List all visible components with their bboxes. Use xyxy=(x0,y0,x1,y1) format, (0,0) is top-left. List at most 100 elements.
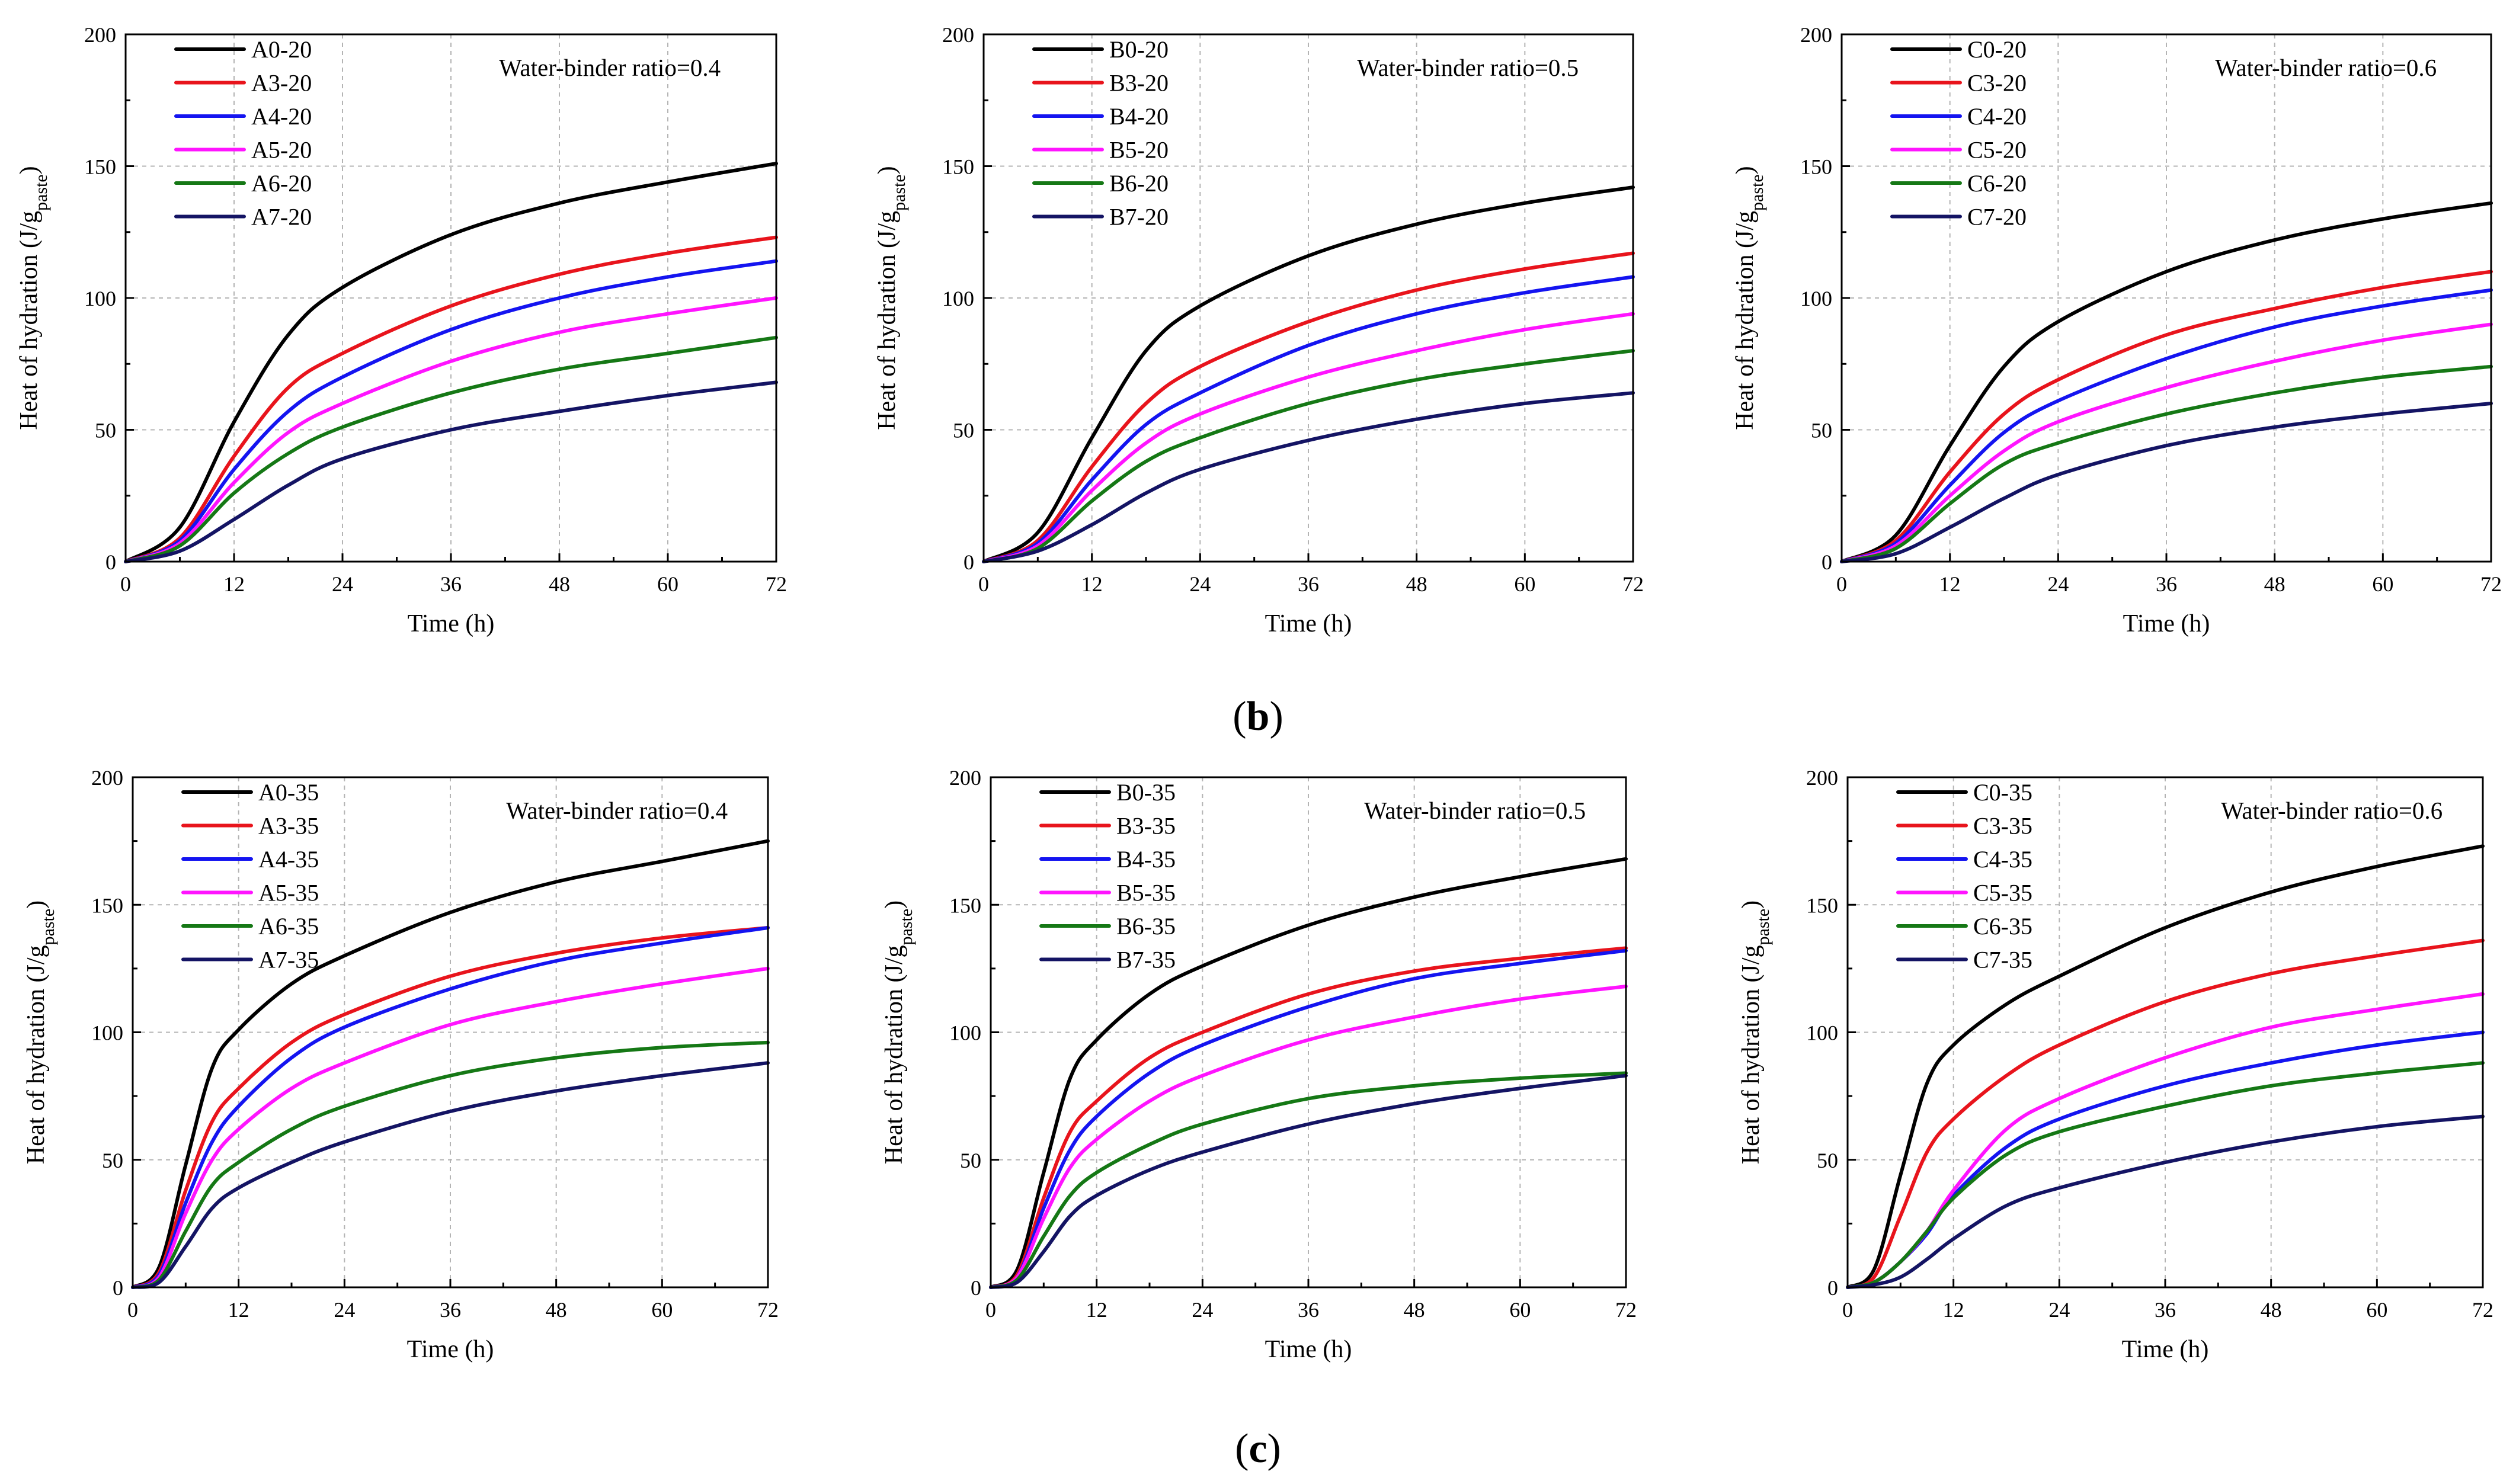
legend-label-a4-20: A4-20 xyxy=(251,103,312,130)
y-tick-label: 150 xyxy=(84,155,116,179)
legend-label-c5-35: C5-35 xyxy=(1973,880,2032,906)
x-tick-label: 36 xyxy=(2155,1298,2176,1322)
y-axis-title-subscript: paste xyxy=(1747,174,1767,211)
y-axis-title-close: ) xyxy=(881,900,908,909)
y-tick-label: 200 xyxy=(942,23,974,47)
legend-label-c6-20: C6-20 xyxy=(1967,170,2027,197)
y-tick-label: 150 xyxy=(91,893,123,917)
y-tick-label: 100 xyxy=(1800,287,1832,310)
x-tick-label: 12 xyxy=(1086,1298,1107,1322)
series-line-a7-20 xyxy=(124,380,778,563)
legend-label-b4-20: B4-20 xyxy=(1109,103,1169,130)
legend-label-b3-35: B3-35 xyxy=(1116,813,1176,839)
y-tick-label: 150 xyxy=(942,155,974,179)
y-tick-label: 0 xyxy=(971,1276,981,1300)
y-axis-title-subscript: paste xyxy=(39,909,58,945)
water-binder-ratio-annotation: Water-binder ratio=0.5 xyxy=(1364,797,1586,824)
x-tick-label: 72 xyxy=(757,1298,779,1322)
legend-label-a0-35: A0-35 xyxy=(258,779,319,806)
series-line-c6-35 xyxy=(1846,1061,2485,1289)
x-tick-label: 24 xyxy=(1192,1298,1213,1322)
y-axis-title-close: ) xyxy=(1737,900,1765,909)
legend: C0-35 C3-35 C4-35 C5-35 C6-35 C7-35 xyxy=(1896,779,2032,973)
series-line-a3-35 xyxy=(131,926,770,1289)
x-axis-title: Time (h) xyxy=(2123,610,2210,637)
water-binder-ratio-annotation: Water-binder ratio=0.5 xyxy=(1357,54,1579,81)
x-tick-label: 12 xyxy=(1939,572,1961,596)
series-line-a4-20 xyxy=(124,259,778,563)
x-axis-title: Time (h) xyxy=(2122,1336,2209,1363)
series-line-a0-20 xyxy=(124,162,778,563)
x-tick-label: 12 xyxy=(1943,1298,1964,1322)
legend-label-a4-35: A4-35 xyxy=(258,846,319,873)
chart-panel-6: 0 12 24 36 48 60 72 0 50 100 150 200 Time (h) Heat of… xyxy=(1737,766,2493,1363)
y-tick-label: 50 xyxy=(953,419,974,443)
series-line-a0-35 xyxy=(131,839,770,1289)
y-tick-label: 200 xyxy=(949,766,981,790)
legend-label-a3-20: A3-20 xyxy=(251,70,312,97)
x-axis-title: Time (h) xyxy=(408,610,495,637)
y-axis-title-main: Heat of hydration (J/g xyxy=(873,211,901,430)
series-line-c7-35 xyxy=(1846,1114,2485,1289)
series-line-b3-20 xyxy=(982,251,1635,563)
chart-panel-5: 0 12 24 36 48 60 72 0 50 100 150 200 Time (h) Heat of… xyxy=(881,766,1637,1363)
x-tick-label: 72 xyxy=(766,572,787,596)
series-line-b0-20 xyxy=(982,185,1635,563)
y-axis-title: Heat of hydration (J/gpaste) xyxy=(873,166,909,430)
x-axis-title: Time (h) xyxy=(1265,610,1352,637)
x-tick-label: 36 xyxy=(1298,1298,1319,1322)
y-axis-title-main: Heat of hydration (J/g xyxy=(1731,211,1759,430)
x-tick-label: 36 xyxy=(440,1298,461,1322)
x-tick-label: 48 xyxy=(546,1298,567,1322)
caption-c: (c) xyxy=(1235,1426,1281,1472)
legend-label-c7-35: C7-35 xyxy=(1973,947,2032,973)
series-line-c5-20 xyxy=(1840,322,2493,563)
legend: A0-20 A3-20 A4-20 A5-20 A6-20 A7-20 xyxy=(174,36,312,230)
y-tick-label: 200 xyxy=(91,766,123,790)
y-tick-label: 100 xyxy=(942,287,974,310)
x-tick-label: 0 xyxy=(985,1298,996,1322)
legend-label-b6-35: B6-35 xyxy=(1116,913,1176,940)
x-tick-label: 72 xyxy=(1622,572,1644,596)
x-tick-label: 24 xyxy=(332,572,353,596)
y-tick-label: 150 xyxy=(1806,893,1838,917)
water-binder-ratio-annotation: Water-binder ratio=0.6 xyxy=(2215,54,2437,81)
legend-label-b7-35: B7-35 xyxy=(1116,947,1176,973)
legend-label-a6-35: A6-35 xyxy=(258,913,319,940)
legend-label-c4-20: C4-20 xyxy=(1967,103,2027,130)
legend-label-b6-20: B6-20 xyxy=(1109,170,1169,197)
legend-label-c7-20: C7-20 xyxy=(1967,204,2027,230)
y-tick-label: 0 xyxy=(963,550,974,574)
legend-label-a5-20: A5-20 xyxy=(251,137,312,164)
legend: B0-20 B3-20 B4-20 B5-20 B6-20 B7-20 xyxy=(1032,36,1169,230)
legend-label-b5-20: B5-20 xyxy=(1109,137,1169,164)
caption-b: (b) xyxy=(1233,694,1283,739)
series-line-b7-20 xyxy=(982,391,1635,563)
series-line-b3-35 xyxy=(989,946,1628,1289)
series-line-c6-20 xyxy=(1840,364,2493,563)
series-line-c3-20 xyxy=(1840,270,2493,563)
legend-label-b5-35: B5-35 xyxy=(1116,880,1176,906)
series-line-c7-20 xyxy=(1840,402,2493,563)
y-axis-title-subscript: paste xyxy=(31,174,51,211)
water-binder-ratio-annotation: Water-binder ratio=0.6 xyxy=(2221,797,2443,824)
y-axis-title-subscript: paste xyxy=(1753,909,1773,945)
legend-label-a0-20: A0-20 xyxy=(251,36,312,63)
y-axis-title: Heat of hydration (J/gpaste) xyxy=(1731,166,1767,430)
x-tick-label: 12 xyxy=(1081,572,1103,596)
y-axis-title: Heat of hydration (J/gpaste) xyxy=(1737,900,1773,1164)
x-tick-label: 0 xyxy=(978,572,989,596)
legend-label-b7-20: B7-20 xyxy=(1109,204,1169,230)
series-line-a7-35 xyxy=(131,1061,770,1289)
series-line-b0-35 xyxy=(989,857,1628,1289)
y-tick-label: 0 xyxy=(1827,1276,1838,1300)
legend: A0-35 A3-35 A4-35 A5-35 A6-35 A7-35 xyxy=(181,779,319,973)
water-binder-ratio-annotation: Water-binder ratio=0.4 xyxy=(506,797,728,824)
y-tick-label: 100 xyxy=(84,287,116,310)
legend: C0-20 C3-20 C4-20 C5-20 C6-20 C7-20 xyxy=(1890,36,2027,230)
legend-label-b0-35: B0-35 xyxy=(1116,779,1176,806)
y-tick-label: 0 xyxy=(1822,550,1832,574)
y-axis-title-main: Heat of hydration (J/g xyxy=(1737,945,1765,1164)
x-tick-label: 48 xyxy=(549,572,570,596)
y-axis-title: Heat of hydration (J/gpaste) xyxy=(23,900,58,1164)
